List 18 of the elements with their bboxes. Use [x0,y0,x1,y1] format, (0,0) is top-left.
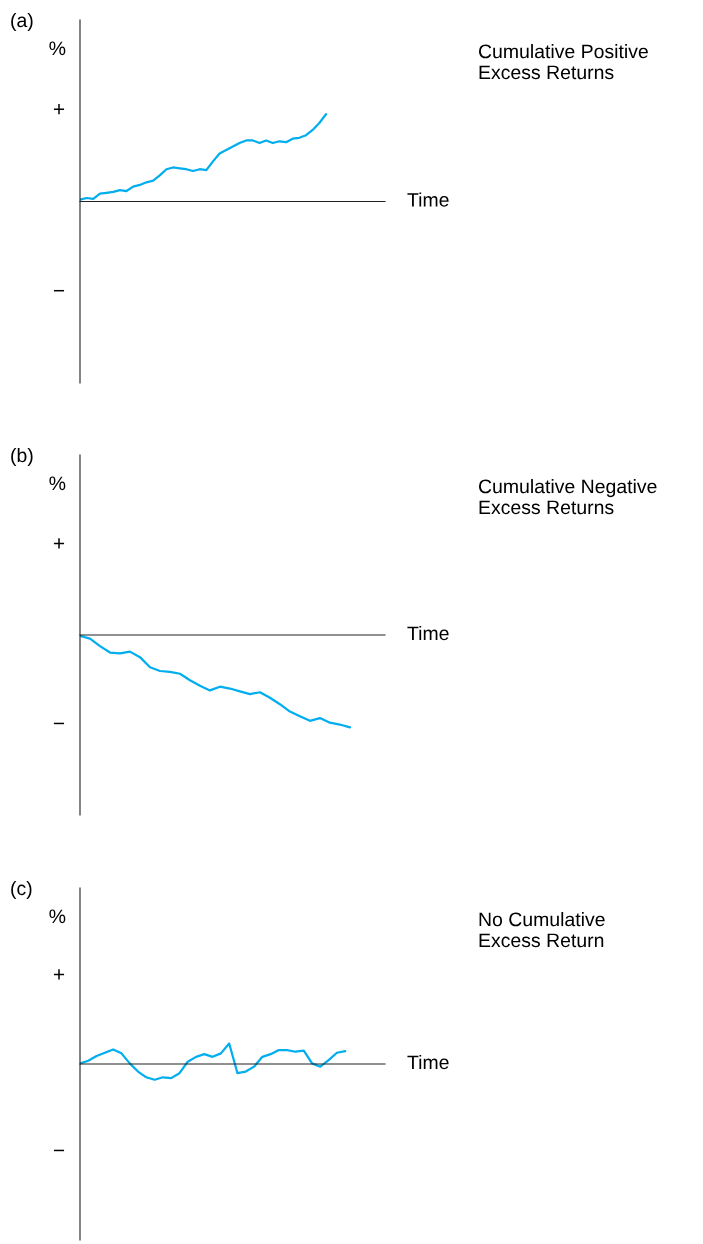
text: − [53,1149,65,1152]
text: + [53,969,65,980]
text: Cumulative Negative Excess Returns [478,479,657,515]
x-axis-title: Time [407,192,449,207]
chart-title: (b) [11,447,33,467]
text: − [53,722,65,725]
text: + [53,538,65,549]
y-axis-title: % [49,476,66,491]
y-axis-title: % [49,41,66,56]
chart-title: (c) [11,880,32,900]
text: No Cumulative Excess Return [479,912,605,948]
text: Cumulative Positive Excess Returns [478,44,648,80]
text: − [53,289,65,292]
x-axis-title: Time [407,625,449,641]
x-axis-title: Time [407,1054,449,1070]
y-axis-title: % [49,909,66,924]
chart-title: (a) [11,12,33,32]
text: + [53,104,65,115]
